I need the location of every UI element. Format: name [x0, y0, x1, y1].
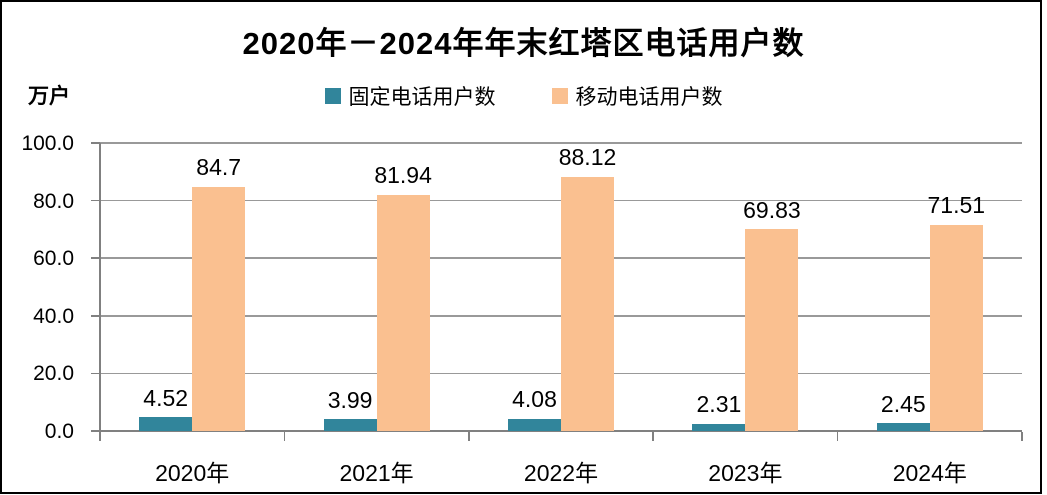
- bar-value-label: 84.7: [196, 154, 242, 181]
- plot-area: 0.0 20.0 40.0 60.0 80.0 100.0 4.52 84.7 2020年 3.9…: [21, 133, 1023, 486]
- gridline-0.0: [100, 430, 1022, 432]
- bar-value-label: 81.94: [374, 162, 432, 189]
- y-axis-tick-label: 0.0: [44, 420, 74, 443]
- y-axis-tick-label: 100.0: [21, 132, 74, 155]
- x-axis-label: 2020年: [155, 460, 230, 486]
- bar-value-label: 2.45: [880, 390, 926, 417]
- x-axis-tick-mark: [283, 432, 286, 441]
- y-axis-tick-mark: [91, 199, 100, 202]
- x-axis-label: 2021年: [339, 460, 414, 486]
- x-axis-label: 2022年: [523, 460, 599, 486]
- bar-value-label: 3.99: [327, 386, 373, 413]
- y-axis-unit-label: 万户: [28, 85, 70, 108]
- y-axis-tick-mark: [91, 315, 100, 317]
- x-axis-tick-mark: [468, 432, 470, 441]
- legend-item-mobile-phone-users: 移动电话用户数: [551, 81, 723, 111]
- bar-mobile-phone-users-2020年: [192, 186, 246, 431]
- legend-label: 移动电话用户数: [575, 86, 723, 109]
- bar-value-label: 69.83: [743, 196, 801, 223]
- bar-mobile-phone-users-2023年: [745, 229, 799, 431]
- x-axis-label: 2024年: [892, 460, 967, 486]
- chart-title: 2020年－2024年年末红塔区电话用户数: [242, 26, 805, 61]
- y-axis-tick-label: 40.0: [33, 304, 74, 328]
- y-axis-tick-label: 20.0: [33, 362, 74, 386]
- bar-mobile-phone-users-2022年: [561, 176, 614, 431]
- y-axis-tick-mark: [91, 142, 100, 144]
- legend-swatch-fixed-phone-users: [324, 88, 341, 104]
- bar-value-label: 4.08: [512, 386, 557, 413]
- bar-value-label: 2.31: [696, 391, 742, 418]
- gridline-100.0: [100, 142, 1022, 144]
- bar-value-label: 4.52: [143, 384, 189, 411]
- bar-fixed-phone-users-2022年: [508, 418, 561, 431]
- bar-fixed-phone-users-2020年: [139, 417, 193, 431]
- x-axis-tick-mark: [652, 432, 654, 441]
- y-axis-line: [99, 143, 101, 432]
- legend: 固定电话用户数 移动电话用户数: [0, 81, 1047, 111]
- bar-value-label: 71.51: [927, 192, 986, 219]
- bar-value-label: 88.12: [558, 144, 617, 171]
- bar-mobile-phone-users-2021年: [376, 194, 430, 431]
- y-axis-tick-label: 80.0: [33, 189, 74, 213]
- legend-label: 固定电话用户数: [348, 86, 496, 109]
- bar-fixed-phone-users-2021年: [323, 419, 377, 431]
- x-axis-tick-mark: [836, 432, 839, 441]
- y-axis-tick-mark: [91, 257, 100, 259]
- y-axis-tick-mark: [91, 372, 100, 375]
- y-axis-tick-label: 60.0: [33, 247, 74, 271]
- x-axis-tick-mark: [1021, 432, 1023, 441]
- bar-fixed-phone-users-2024年: [876, 423, 930, 431]
- bar-fixed-phone-users-2023年: [692, 423, 746, 431]
- legend-swatch-mobile-phone-users: [551, 88, 568, 104]
- legend-item-fixed-phone-users: 固定电话用户数: [324, 81, 496, 111]
- y-axis-tick-mark: [91, 430, 100, 432]
- x-axis-tick-mark: [99, 432, 101, 441]
- bar-mobile-phone-users-2024年: [929, 224, 983, 431]
- x-axis-label: 2023年: [708, 460, 783, 486]
